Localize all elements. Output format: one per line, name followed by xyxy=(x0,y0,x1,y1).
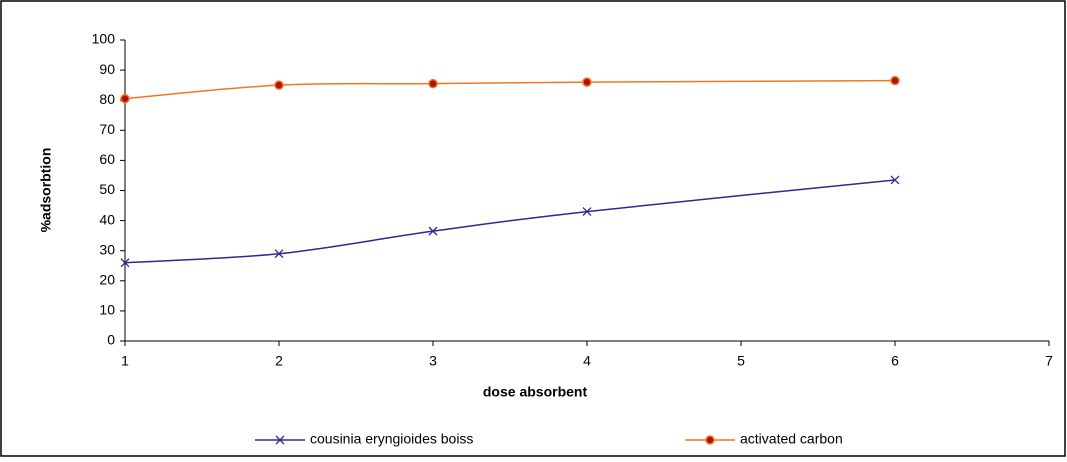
data-point xyxy=(120,93,130,104)
data-point xyxy=(890,75,900,86)
y-tick-label: 10 xyxy=(99,302,115,318)
x-tick-label: 7 xyxy=(1045,353,1053,369)
series-line xyxy=(124,179,896,264)
y-tick-label: 50 xyxy=(99,181,115,197)
y-tick-label: 60 xyxy=(99,151,115,167)
y-tick-label: 40 xyxy=(99,211,115,227)
y-tick-label: 30 xyxy=(99,241,115,257)
data-point xyxy=(890,175,900,185)
legend-label: cousinia eryngioides boiss xyxy=(310,431,473,447)
y-tick-label: 20 xyxy=(99,272,115,288)
data-point xyxy=(582,77,592,87)
x-tick-label: 6 xyxy=(891,353,899,369)
data-point xyxy=(274,80,284,90)
data-point xyxy=(428,226,438,236)
legend-label: activated carbon xyxy=(740,431,843,447)
y-tick-label: 0 xyxy=(107,332,115,348)
x-tick-label: 1 xyxy=(121,353,129,369)
data-point xyxy=(582,207,592,217)
y-tick-label: 100 xyxy=(92,31,116,47)
y-tick-label: 70 xyxy=(99,121,115,137)
x-tick-label: 3 xyxy=(429,353,437,369)
data-point xyxy=(428,78,438,89)
x-tick-label: 5 xyxy=(737,353,745,369)
legend-marker xyxy=(705,435,715,445)
x-tick-label: 2 xyxy=(275,353,283,369)
data-point xyxy=(274,249,284,259)
y-axis-label: %adsorbtion xyxy=(38,148,54,233)
x-tick-label: 4 xyxy=(583,353,591,369)
data-point xyxy=(120,258,130,268)
y-tick-label: 90 xyxy=(99,61,115,77)
series-line xyxy=(124,79,896,100)
x-axis-label: dose absorbent xyxy=(483,384,588,400)
legend-marker xyxy=(275,435,285,445)
y-tick-label: 80 xyxy=(99,91,115,107)
